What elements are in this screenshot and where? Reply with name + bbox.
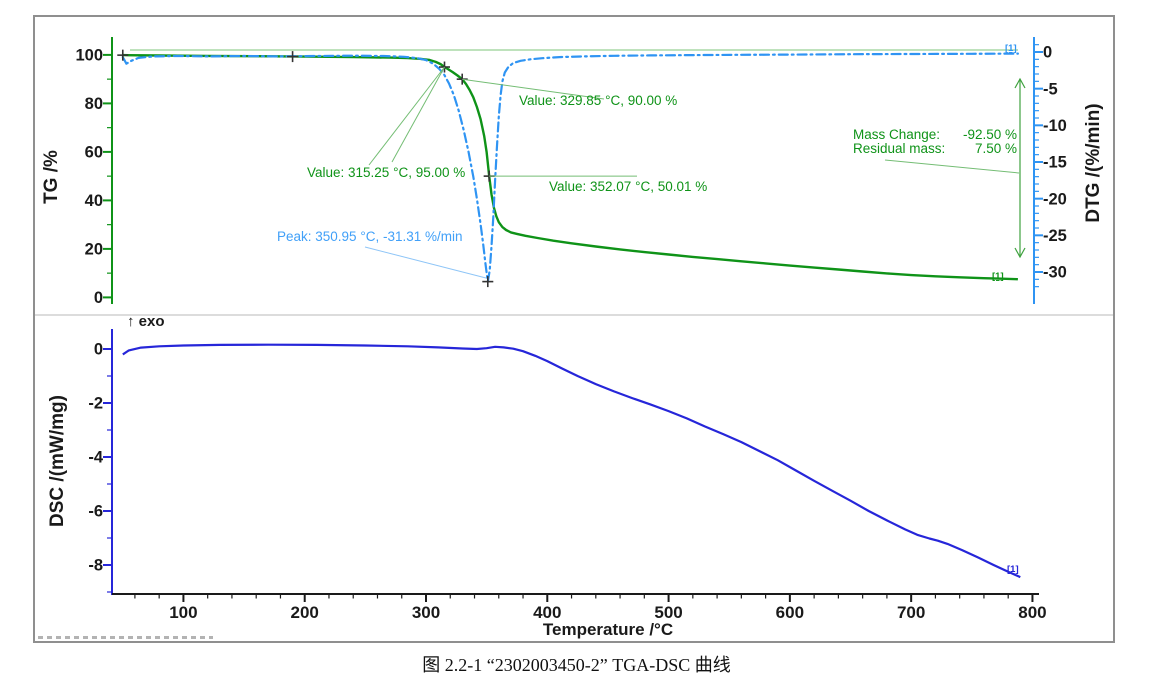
dtg-curve-tag: [1] (1005, 43, 1017, 54)
tg-axis-tick-label: 20 (85, 241, 103, 259)
tga-dsc-plot: 0 20 40 60 80 100 0 -5 -10 -15 -20 -25 -30 0 -2 -4 -6 -8 1… (35, 37, 1113, 639)
chart-frame: 0 20 40 60 80 100 0 -5 -10 -15 -20 -25 -30 0 -2 -4 -6 -8 1… (33, 15, 1115, 643)
dsc-axis-tick-label: -2 (88, 395, 103, 413)
value-315-annotation: Value: 315.25 °C, 95.00 % (307, 165, 465, 180)
mass-change-leader-line (884, 159, 1020, 174)
dsc-axis-tick-label: -4 (88, 449, 103, 467)
residual-mass-label: Residual mass: (853, 141, 945, 156)
dsc-curve-tag: [1] (1007, 564, 1019, 575)
tg-axis-title: TG /% (41, 150, 62, 204)
value-329-annotation: Value: 329.85 °C, 90.00 % (519, 93, 677, 108)
x-tick-label: 800 (1018, 603, 1046, 622)
dsc-axis-tick-label: -6 (88, 503, 103, 521)
dtg-axis-tick-label: -25 (1043, 227, 1067, 245)
dtg-axis-tick-label: -5 (1043, 80, 1058, 98)
x-tick-label: 700 (897, 603, 925, 622)
peak-leader-line (364, 246, 487, 279)
value-352-annotation: Value: 352.07 °C, 50.01 % (549, 179, 707, 194)
exo-direction-label: ↑ exo (127, 313, 165, 330)
tg-axis-tick-label: 100 (75, 47, 103, 65)
clipped-footer-text (38, 636, 213, 639)
x-tick-label: 500 (654, 603, 682, 622)
mass-change-label: Mass Change: (853, 127, 940, 142)
tg-curve (122, 53, 1018, 281)
dtg-axis-tick-label: -20 (1043, 190, 1067, 208)
dtg-axis-tick-label: -30 (1043, 264, 1067, 282)
figure-caption: 图 2.2-1 “2302003450-2” TGA-DSC 曲线 (422, 655, 731, 675)
x-tick-label: 100 (169, 603, 197, 622)
tg-curve-tag: [1] (992, 271, 1004, 282)
x-tick-label: 300 (412, 603, 440, 622)
x-tick-label: 200 (291, 603, 319, 622)
dtg-axis-tick-label: 0 (1043, 44, 1052, 62)
dsc-axis-tick-label: -8 (88, 557, 103, 575)
dsc-axis-title: DSC /(mW/mg) (47, 395, 68, 527)
dsc-axis-tick-label: 0 (94, 341, 103, 359)
dtg-curve (121, 52, 1019, 283)
tg-axis-tick-label: 80 (85, 95, 103, 113)
mass-change-arrow-head-top (1014, 77, 1026, 89)
residual-mass-value: 7.50 % (975, 141, 1017, 156)
value-315-leader-line (391, 66, 445, 163)
tg-axis-tick-label: 0 (94, 289, 103, 307)
tg-axis-tick-label: 40 (85, 192, 103, 210)
mass-change-value: -92.50 % (963, 127, 1017, 142)
value-329-leader-line (462, 78, 605, 100)
value-315-leader-line (368, 66, 445, 166)
x-tick-label: 600 (776, 603, 804, 622)
dtg-axis-tick-label: -15 (1043, 154, 1067, 172)
dsc-curve (122, 343, 1021, 579)
x-axis-title: Temperature /°C (543, 620, 673, 639)
x-tick-label: 400 (533, 603, 561, 622)
peak-annotation: Peak: 350.95 °C, -31.31 %/min (277, 229, 463, 244)
tg-axis-tick-label: 60 (85, 144, 103, 162)
dtg-axis-title: DTG /(%/min) (1083, 103, 1104, 222)
mass-change-arrow-head-bottom (1014, 247, 1026, 259)
dtg-axis-tick-label: -10 (1043, 117, 1067, 135)
